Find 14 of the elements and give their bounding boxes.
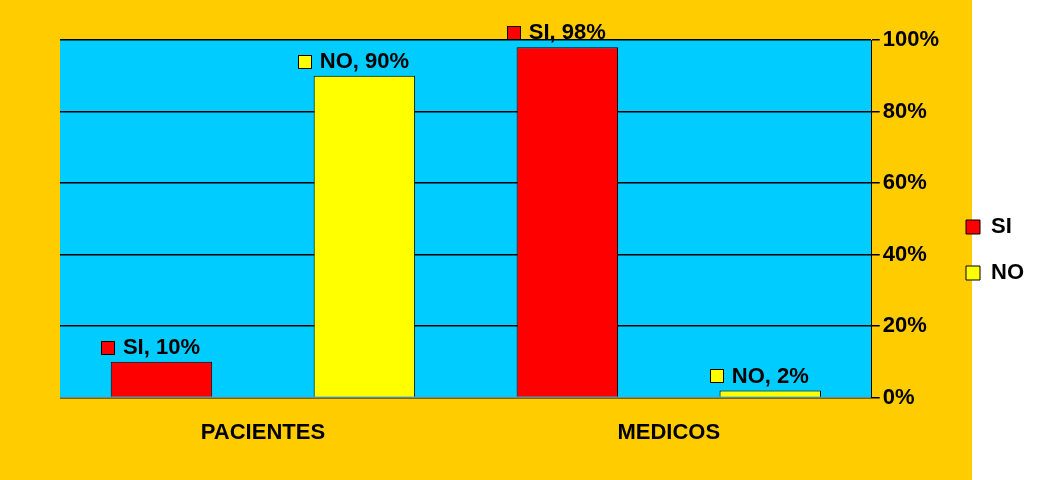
data-label: NO, 90%: [319, 47, 410, 73]
x-tick-label: MEDICOS: [617, 418, 721, 444]
x-tick-label: PACIENTES: [200, 418, 326, 444]
data-label: SI, 10%: [122, 333, 200, 359]
y-tick-label: 100%: [882, 26, 940, 52]
y-tick-label: 80%: [882, 97, 927, 123]
legend-label: SI: [991, 213, 1012, 239]
y-tick-label: 40%: [882, 240, 927, 266]
y-tick-label: 0%: [882, 383, 915, 409]
y-tick-label: 60%: [882, 169, 927, 195]
y-tick-label: 20%: [882, 312, 927, 338]
data-label: NO, 2%: [731, 362, 809, 388]
data-label: SI, 98%: [528, 19, 606, 45]
legend-label: NO: [991, 259, 1024, 285]
